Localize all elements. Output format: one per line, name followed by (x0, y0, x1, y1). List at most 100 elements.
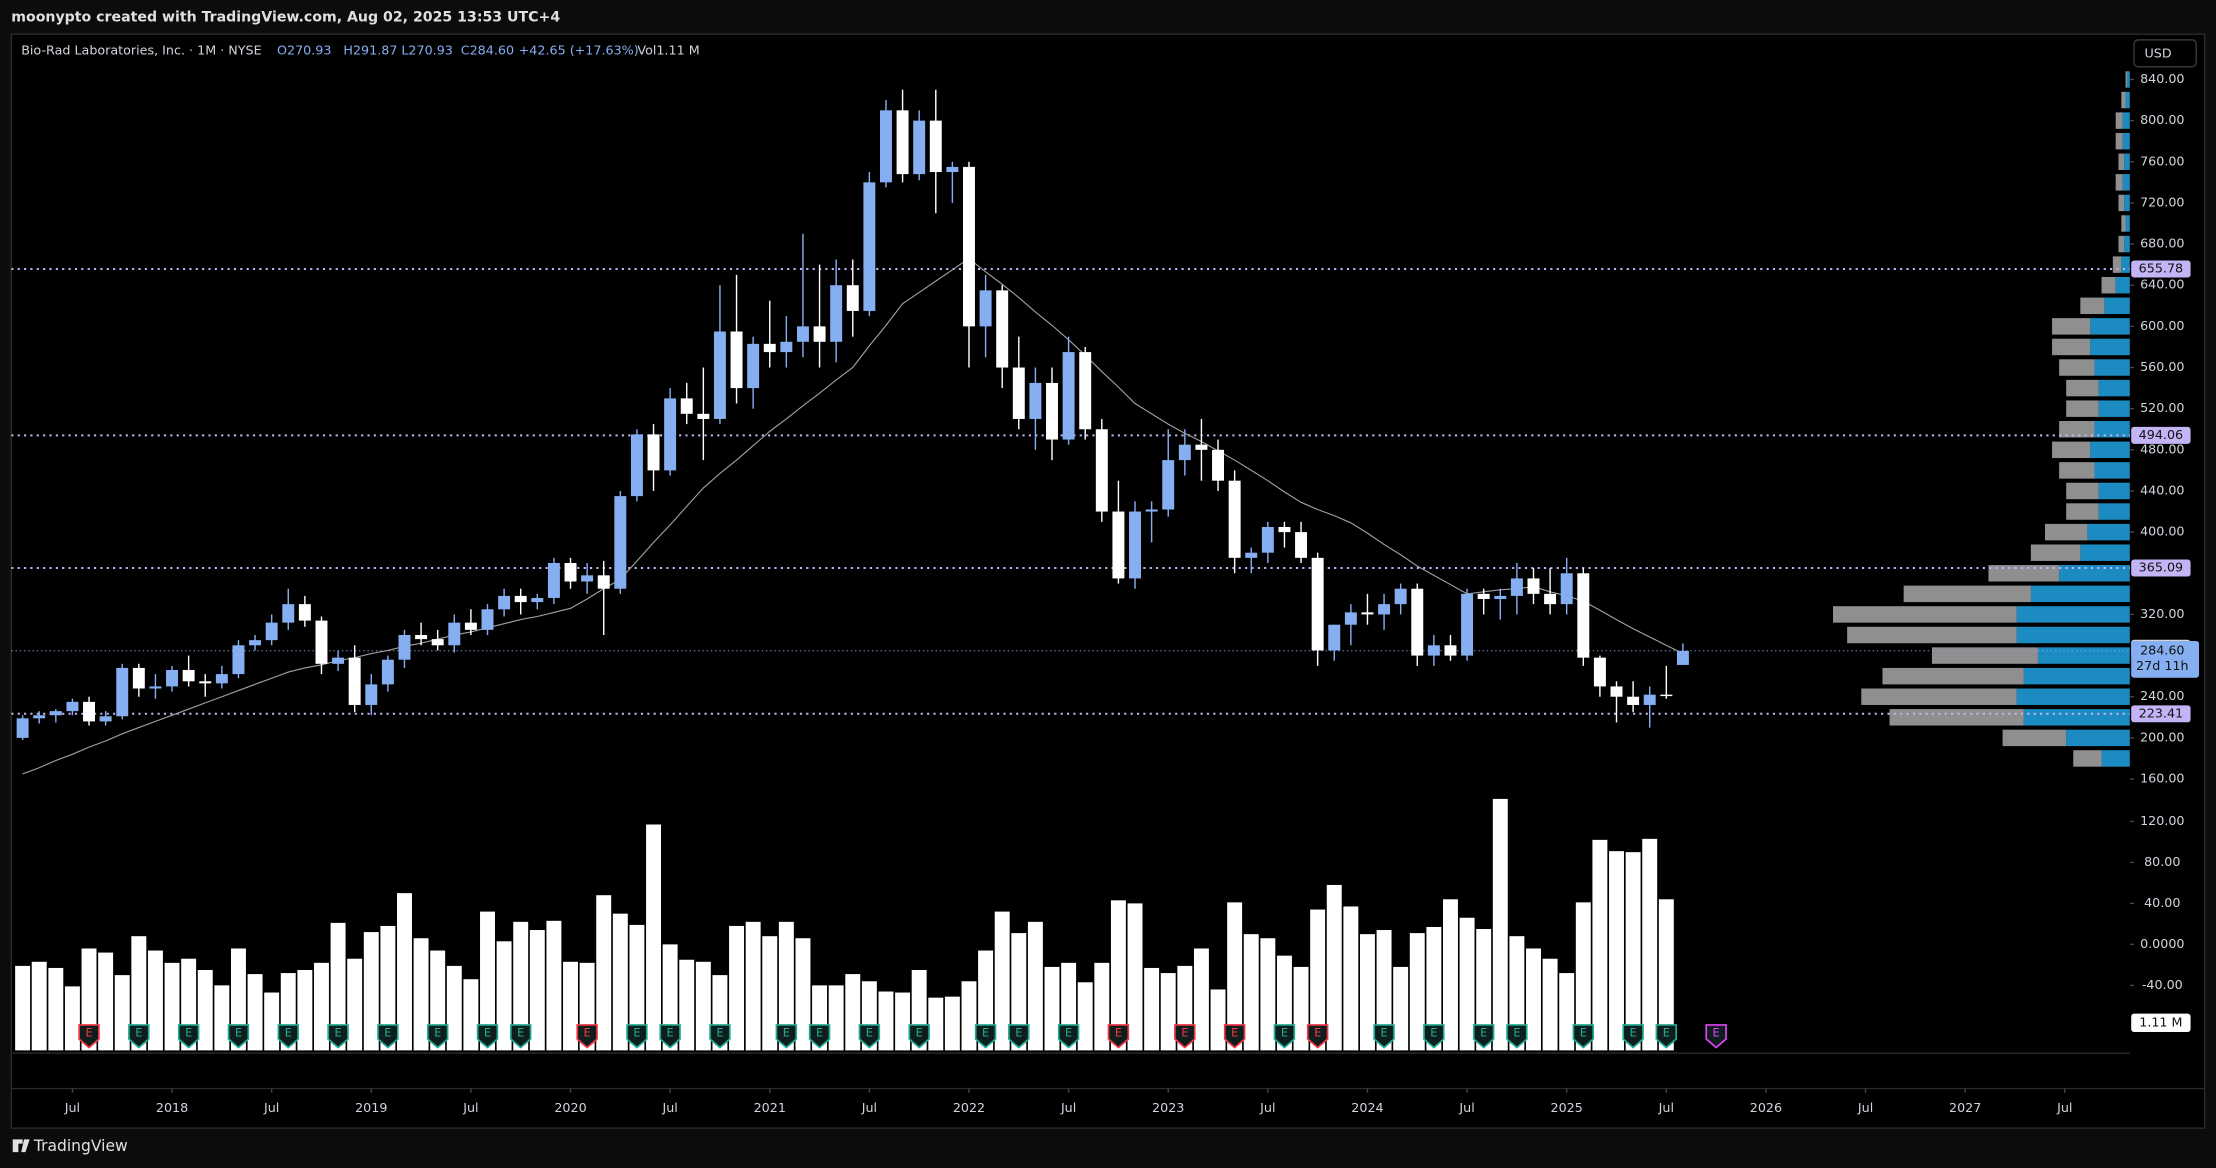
profile-down (2052, 441, 2091, 459)
volume-bar (1044, 966, 1060, 1051)
profile-down (2121, 91, 2126, 109)
profile-down (2073, 750, 2102, 767)
legend-volume: Vol1.11 M (637, 43, 699, 58)
candle-body (16, 718, 29, 738)
candle-body (963, 166, 975, 327)
profile-up (2023, 667, 2130, 685)
earnings-label: E (1015, 1026, 1022, 1039)
candle-body (879, 110, 892, 183)
candle-body (199, 681, 212, 684)
brand-logo (12, 1139, 30, 1153)
volume-bar (1260, 938, 1276, 1051)
volume-bar (878, 991, 894, 1051)
currency-label[interactable]: USD (2144, 46, 2171, 61)
volume-bar (729, 925, 745, 1051)
earnings-label: E (1314, 1026, 1321, 1039)
earnings-label: E (484, 1026, 491, 1039)
earnings-marker (858, 1024, 881, 1049)
volume-bar (380, 925, 396, 1051)
earnings-marker (1572, 1024, 1595, 1049)
profile-up (2122, 174, 2130, 191)
last-price-label: 284.60 (2140, 642, 2184, 657)
earnings-marker (908, 1024, 930, 1049)
earnings-marker (1273, 1024, 1296, 1049)
candle-body (1427, 645, 1440, 656)
volume-bar (1409, 933, 1425, 1051)
profile-down (2066, 503, 2099, 520)
volume-bar (147, 950, 163, 1051)
candle-body (348, 657, 361, 705)
legend-open: O270.93 (277, 43, 331, 58)
candle-body (664, 398, 677, 471)
x-tick-label: Jul (263, 1100, 279, 1115)
volume-bar (1492, 798, 1508, 1051)
earnings-label: E (816, 1026, 823, 1039)
credit: moonypto created with TradingView.com, A… (11, 9, 560, 25)
volume-bar (164, 962, 180, 1051)
volume-bar (1160, 973, 1176, 1051)
candle-body (1261, 526, 1274, 553)
earnings-label: E (1181, 1026, 1188, 1039)
earnings-label: E (982, 1026, 989, 1039)
profile-down (2115, 112, 2123, 129)
candle-body (747, 343, 760, 389)
earnings-marker (775, 1024, 798, 1049)
volume-bar (662, 944, 678, 1051)
x-tick-label: Jul (2056, 1100, 2072, 1115)
volume-bar (1542, 958, 1558, 1051)
y-tick-label: 600.00 (2140, 318, 2184, 333)
profile-down (2052, 318, 2091, 335)
volume-bar (612, 913, 628, 1051)
level-label-box (2131, 426, 2191, 444)
earnings-label: E (916, 1026, 923, 1039)
earnings-marker (1423, 1024, 1445, 1049)
profile-down (1988, 565, 2060, 582)
candle-body (1062, 352, 1075, 440)
earnings-marker (1008, 1024, 1030, 1049)
volume-bar (1310, 909, 1326, 1051)
earnings-label: E (1430, 1026, 1437, 1039)
level-label: 365.09 (2139, 560, 2183, 575)
profile-up (2101, 750, 2130, 767)
candle-body (846, 285, 859, 311)
profile-up (2087, 523, 2130, 541)
volume-bar (496, 941, 512, 1051)
candle-body (1461, 593, 1474, 656)
candle-body (896, 110, 909, 175)
legend-high: H291.87 (343, 43, 397, 58)
volume-bar (629, 924, 645, 1051)
profile-down (2044, 523, 2088, 541)
earnings-label: E (1630, 1026, 1637, 1039)
volume-bar (1393, 966, 1409, 1051)
profile-up (2115, 276, 2130, 294)
profile-up (2124, 153, 2130, 170)
profile-down (1931, 647, 2038, 664)
currency-button[interactable] (2133, 39, 2197, 68)
candle-body (365, 684, 378, 705)
x-tick-label: 2027 (1949, 1100, 1981, 1115)
candle-body (166, 669, 179, 687)
x-tick-label: 2023 (1152, 1100, 1184, 1115)
candle-body (597, 575, 610, 589)
volume-bar (1592, 839, 1608, 1051)
earnings-label: E (517, 1026, 524, 1039)
volume-bar (513, 921, 529, 1051)
profile-up (2098, 400, 2130, 417)
profile-down (2118, 153, 2125, 170)
volume-bar (131, 936, 147, 1051)
profile-up (2121, 256, 2130, 273)
volume-bar (1625, 852, 1641, 1051)
volume-bar (1658, 899, 1674, 1051)
candle-body (1444, 645, 1457, 656)
volume-bar (1127, 903, 1143, 1051)
volume-bar (1077, 982, 1093, 1051)
earnings-label: E (1663, 1026, 1670, 1039)
candle-body (547, 562, 560, 598)
profile-up (2098, 482, 2130, 500)
candle-body (332, 657, 345, 664)
earnings-label: E (335, 1026, 342, 1039)
earnings-marker (659, 1024, 681, 1049)
earnings-label: E (384, 1026, 391, 1039)
